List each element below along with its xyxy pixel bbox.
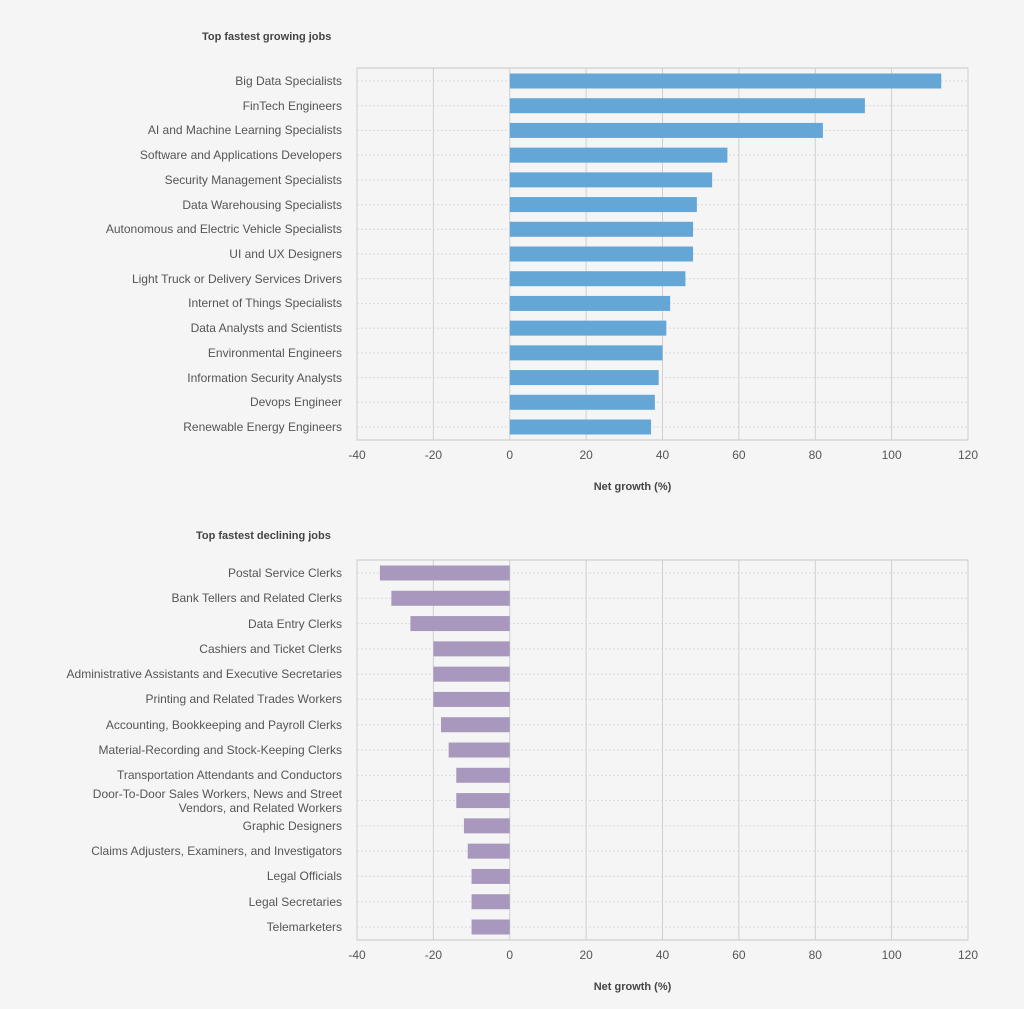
bar (441, 717, 510, 733)
category-label: Software and Applications Developers (139, 148, 342, 163)
x-tick-label: 40 (656, 448, 670, 462)
bar (509, 370, 659, 386)
x-tick-label: 60 (732, 448, 746, 462)
bar (509, 73, 942, 89)
bar (471, 868, 510, 884)
bar (509, 295, 671, 311)
category-label: Legal Secretaries (248, 894, 342, 909)
category-label: Big Data Specialists (235, 74, 342, 88)
category-label: Bank Tellers and Related Clerks (171, 591, 342, 606)
bar (448, 742, 510, 758)
bar (509, 419, 652, 435)
chart-title: Top fastest growing jobs (202, 31, 331, 43)
category-label: Legal Officials (266, 869, 342, 884)
category-label: Cashiers and Ticket Clerks (199, 641, 342, 656)
bar (471, 919, 510, 935)
x-tick-label: 0 (506, 948, 513, 962)
category-label: Telemarketers (266, 920, 342, 934)
bar (433, 641, 510, 657)
category-label: Postal Service Clerks (227, 566, 342, 580)
x-axis-title: Net growth (%) (594, 981, 672, 993)
category-label: Material-Recording and Stock-Keeping Cle… (98, 743, 342, 757)
bar (467, 843, 510, 859)
bar (433, 666, 510, 682)
category-label: Renewable Energy Engineers (183, 420, 342, 434)
bar (509, 122, 823, 138)
bar (509, 320, 667, 336)
bar (509, 246, 694, 262)
category-label: Data Warehousing Specialists (182, 197, 342, 212)
category-label: Graphic Designers (242, 818, 342, 833)
category-label: UI and UX Designers (229, 247, 342, 261)
bar (379, 565, 510, 581)
bar (509, 172, 713, 188)
x-tick-label: 100 (882, 448, 902, 462)
x-tick-label: 40 (656, 948, 670, 962)
category-label: Environmental Engineers (207, 345, 342, 360)
x-tick-label: 120 (958, 448, 978, 462)
category-label: Administrative Assistants and Executive … (66, 667, 342, 682)
bar (509, 394, 655, 410)
category-label: Autonomous and Electric Vehicle Speciali… (105, 222, 342, 237)
bar (509, 271, 686, 287)
category-label: Information Security Analysts (187, 370, 342, 385)
x-tick-label: -20 (425, 948, 443, 962)
bar (509, 197, 697, 213)
category-label: Data Entry Clerks (247, 616, 342, 631)
bar (509, 98, 865, 114)
x-tick-label: 80 (809, 948, 823, 962)
bar (463, 818, 510, 834)
bar (410, 616, 510, 632)
x-tick-label: 20 (579, 448, 593, 462)
category-label: Security Management Specialists (164, 172, 342, 187)
x-tick-label: 80 (809, 448, 823, 462)
category-label: Transportation Attendants and Conductors (116, 768, 342, 783)
category-label: FinTech Engineers (242, 98, 342, 113)
bar (509, 221, 694, 237)
category-label: Devops Engineer (249, 395, 342, 410)
category-label: AI and Machine Learning Specialists (147, 123, 342, 138)
x-tick-label: -20 (425, 448, 443, 462)
bar (509, 345, 663, 361)
bar (509, 147, 728, 163)
category-label: Door-To-Door Sales Workers, News and Str… (92, 786, 342, 815)
x-tick-label: 0 (506, 448, 513, 462)
x-axis-title: Net growth (%) (594, 481, 672, 493)
x-tick-label: 120 (958, 948, 978, 962)
x-tick-label: 60 (732, 948, 746, 962)
x-tick-label: -40 (348, 948, 366, 962)
category-label: Light Truck or Delivery Services Drivers (131, 271, 342, 286)
bar (456, 767, 510, 783)
category-label: Internet of Things Specialists (188, 296, 342, 311)
bar (433, 691, 510, 707)
x-tick-label: 100 (882, 948, 902, 962)
bar (471, 894, 510, 910)
x-tick-label: -40 (348, 448, 366, 462)
category-label: Claims Adjusters, Examiners, and Investi… (91, 844, 342, 859)
category-label: Accounting, Bookkeeping and Payroll Cler… (105, 717, 342, 732)
bar (456, 793, 510, 809)
chart-title: Top fastest declining jobs (196, 530, 331, 542)
category-label: Printing and Related Trades Workers (145, 692, 342, 707)
x-tick-label: 20 (579, 948, 593, 962)
bar (391, 590, 510, 606)
category-label: Data Analysts and Scientists (190, 321, 342, 336)
